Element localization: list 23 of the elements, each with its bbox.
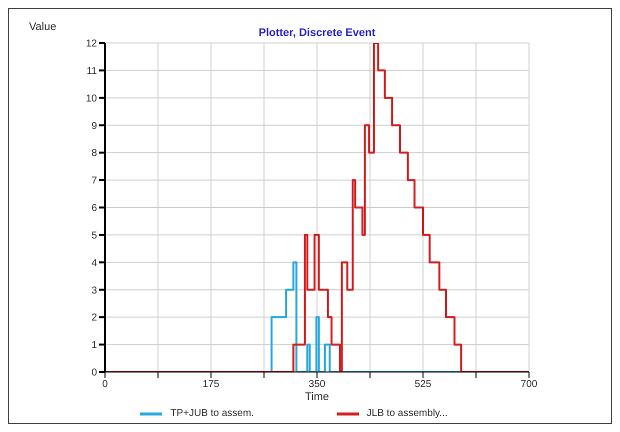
x-tick-label: 700 (520, 379, 538, 390)
x-tick-label: 0 (102, 379, 108, 390)
y-tick-label: 5 (91, 230, 98, 242)
y-tick-label: 12 (86, 38, 98, 50)
x-tick-label: 350 (308, 379, 326, 390)
y-tick-label: 8 (91, 148, 98, 160)
y-tick-label: 2 (91, 312, 98, 324)
chart-title: Plotter, Discrete Event (258, 27, 376, 39)
x-axis-title: Time (304, 391, 330, 403)
x-tick-label: 175 (202, 379, 220, 390)
legend-label: JLB to assembly... (366, 408, 448, 419)
y-tick-label: 1 (91, 340, 98, 352)
y-tick-label: 10 (86, 93, 98, 104)
x-tick-label: 525 (414, 379, 432, 390)
legend-label: TP+JUB to assem. (169, 408, 254, 419)
y-tick-label: 9 (91, 120, 98, 132)
y-tick-label: 7 (91, 176, 98, 187)
y-tick-label: 6 (91, 203, 98, 214)
y-tick-label: 3 (91, 285, 98, 296)
y-tick-label: 4 (91, 258, 98, 269)
y-tick-label: 0 (91, 368, 98, 379)
y-tick-label: 11 (86, 66, 98, 77)
y-axis-title: Value (29, 21, 56, 33)
